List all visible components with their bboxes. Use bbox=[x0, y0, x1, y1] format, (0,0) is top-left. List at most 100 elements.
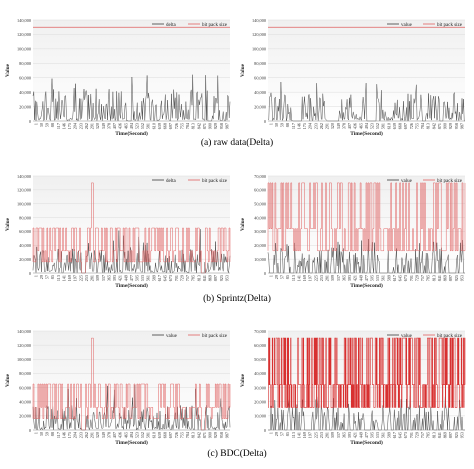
bitpack-series-line bbox=[267, 182, 466, 252]
value-series-line bbox=[32, 229, 231, 274]
x-tick-label: 204 bbox=[73, 122, 78, 129]
x-tick-label: 175 bbox=[67, 432, 72, 438]
x-tick-label: 841 bbox=[437, 275, 442, 281]
x-tick-label: 842 bbox=[196, 123, 201, 129]
x-tick-label: 421 bbox=[353, 275, 358, 281]
x-tick-label: 1 bbox=[268, 275, 273, 277]
x-tick-label: 30 bbox=[39, 123, 44, 127]
y-tick-label: 40,000 bbox=[19, 400, 31, 406]
x-tick-label: 871 bbox=[437, 123, 442, 129]
y-tick-label: 80,000 bbox=[19, 371, 31, 377]
x-tick-label: 146 bbox=[296, 123, 301, 129]
x-tick-label: 925 bbox=[454, 432, 459, 438]
x-tick-label: 755 bbox=[414, 123, 419, 129]
x-tick-label: 407 bbox=[347, 123, 352, 129]
x-tick-label: 436 bbox=[118, 432, 123, 438]
x-tick-label: 697 bbox=[403, 123, 408, 129]
x-tick-label: 505 bbox=[370, 275, 375, 281]
x-tick-label: 146 bbox=[61, 123, 66, 129]
x-tick-label: 987 bbox=[224, 123, 229, 129]
x-tick-label: 57 bbox=[45, 275, 50, 279]
x-axis-label: Time(Second) bbox=[115, 282, 148, 289]
x-tick-label: 233 bbox=[78, 123, 83, 129]
x-tick-label: 113 bbox=[291, 275, 296, 281]
x-tick-label: 85 bbox=[285, 432, 290, 436]
y-tick-label: 60,000 bbox=[19, 385, 31, 391]
x-tick-label: 378 bbox=[106, 432, 111, 438]
x-tick-label: 349 bbox=[101, 432, 106, 438]
y-tick-label: 60,000 bbox=[19, 229, 31, 235]
x-tick-label: 337 bbox=[336, 432, 341, 438]
x-tick-label: 813 bbox=[431, 275, 436, 281]
legend-label-value: delta bbox=[166, 179, 176, 184]
x-tick-label: 393 bbox=[347, 275, 352, 281]
x-tick-label: 900 bbox=[443, 123, 448, 129]
x-tick-label: 30 bbox=[39, 432, 44, 436]
x-tick-label: 639 bbox=[157, 432, 162, 438]
y-axis-label: Value bbox=[5, 63, 11, 77]
x-tick-label: 225 bbox=[313, 275, 318, 281]
x-tick-label: 175 bbox=[302, 123, 307, 129]
caption-b: (b) Sprintz(Delta) bbox=[203, 294, 271, 304]
y-tick-label: 20,000 bbox=[19, 414, 31, 420]
x-tick-label: 175 bbox=[67, 123, 72, 129]
y-tick-label: 80,000 bbox=[254, 61, 266, 67]
x-tick-label: 869 bbox=[208, 275, 213, 281]
y-tick-label: 60,000 bbox=[19, 76, 31, 82]
y-axis-label: Value bbox=[5, 373, 11, 387]
x-tick-label: 953 bbox=[459, 275, 464, 281]
x-tick-label: 349 bbox=[336, 123, 341, 129]
x-tick-label: 113 bbox=[291, 432, 296, 438]
x-tick-label: 57 bbox=[280, 275, 285, 279]
x-tick-label: 929 bbox=[448, 123, 453, 129]
x-tick-label: 291 bbox=[325, 123, 330, 129]
x-tick-label: 673 bbox=[403, 275, 408, 281]
x-tick-label: 262 bbox=[84, 432, 89, 438]
x-tick-label: 869 bbox=[443, 432, 448, 438]
legend-label-value: delta bbox=[166, 23, 176, 28]
x-tick-label: 309 bbox=[95, 275, 100, 281]
x-tick-label: 253 bbox=[319, 432, 324, 438]
x-tick-label: 842 bbox=[431, 123, 436, 129]
x-tick-label: 925 bbox=[454, 275, 459, 281]
x-tick-label: 465 bbox=[123, 432, 128, 438]
x-tick-label: 701 bbox=[409, 275, 414, 281]
y-tick-label: 50,000 bbox=[254, 202, 266, 208]
x-tick-label: 842 bbox=[196, 432, 201, 438]
x-tick-label: 757 bbox=[420, 432, 425, 438]
x-tick-label: 523 bbox=[135, 123, 140, 129]
x-tick-label: 291 bbox=[90, 123, 95, 129]
x-tick-label: 726 bbox=[174, 123, 179, 129]
y-tick-label: 100,000 bbox=[17, 357, 31, 363]
x-tick-label: 813 bbox=[426, 123, 431, 129]
y-tick-label: 20,000 bbox=[254, 400, 266, 406]
x-tick-label: 281 bbox=[90, 275, 95, 281]
x-tick-label: 281 bbox=[325, 275, 330, 281]
x-tick-label: 505 bbox=[135, 275, 140, 281]
x-tick-label: 523 bbox=[370, 123, 375, 129]
y-tick-label: 140,000 bbox=[17, 329, 31, 335]
legend-label-bitpack: bit pack size bbox=[202, 334, 228, 339]
x-tick-label: 85 bbox=[285, 275, 290, 279]
legend-label-value: value bbox=[166, 334, 178, 339]
x-tick-label: 59 bbox=[45, 123, 50, 127]
x-tick-label: 610 bbox=[151, 123, 156, 129]
x-tick-label: 897 bbox=[213, 275, 218, 281]
y-tick-label: 0 bbox=[29, 271, 31, 276]
x-tick-label: 407 bbox=[112, 123, 117, 129]
legend-label-bitpack: bit pack size bbox=[437, 334, 463, 339]
x-tick-label: 552 bbox=[140, 123, 145, 129]
y-axis-label: Value bbox=[240, 217, 246, 231]
y-tick-label: 100,000 bbox=[252, 47, 266, 53]
x-tick-label: 673 bbox=[403, 432, 408, 438]
x-tick-label: 449 bbox=[123, 275, 128, 281]
y-tick-label: 20,000 bbox=[254, 104, 266, 110]
x-tick-label: 449 bbox=[358, 275, 363, 281]
x-tick-label: 88 bbox=[50, 123, 55, 127]
x-tick-label: 57 bbox=[280, 432, 285, 436]
x-tick-label: 169 bbox=[67, 275, 72, 281]
x-tick-label: 29 bbox=[274, 275, 279, 279]
x-tick-label: 146 bbox=[61, 432, 66, 438]
x-tick-label: 233 bbox=[313, 123, 318, 129]
